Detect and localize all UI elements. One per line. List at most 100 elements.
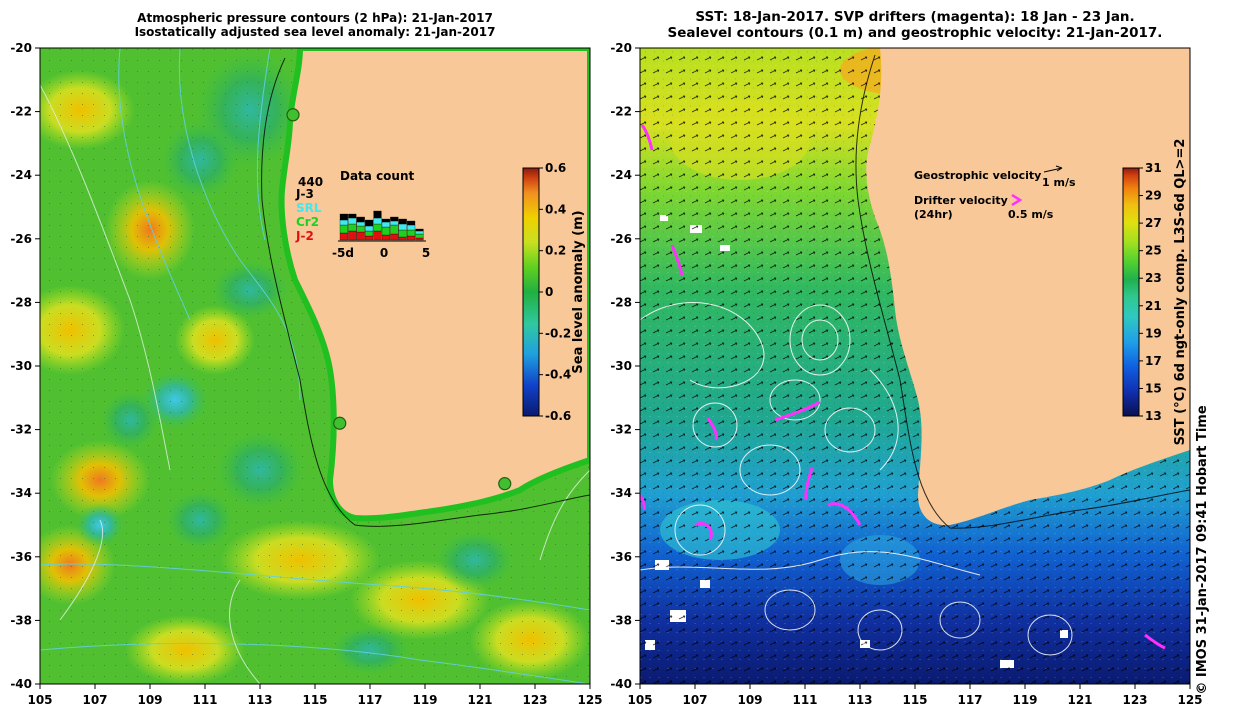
right-x-tick-label: 109 (737, 693, 762, 707)
right-colorbar: 31 29 27 25 23 21 19 17 15 13 SST (°C) 6d ngt-onl… (1122, 139, 1188, 446)
left-colorbar-tick-label: -0.4 (545, 368, 571, 382)
left-x-tick-label: 113 (247, 693, 272, 707)
right-colorbar-tick-label: 19 (1145, 326, 1162, 340)
left-y-tick-label: -26 (10, 232, 32, 246)
data-count-x-ticks: -5d 0 5 (332, 246, 430, 260)
data-count-bar-srl (348, 217, 357, 225)
right-title-line2: Sealevel contours (0.1 m) and geostrophi… (667, 24, 1163, 41)
left-y-tick-label: -24 (10, 168, 32, 182)
data-count-bar-j3 (407, 220, 416, 226)
data-count-bar-srl (381, 221, 390, 228)
left-colorbar-tick-label: -0.6 (545, 409, 571, 423)
left-x-tick-label: 125 (577, 693, 602, 707)
right-colorbar-tick-label: 27 (1145, 216, 1162, 230)
data-count-title: Data count (340, 169, 415, 183)
data-count-bar-j2 (373, 230, 382, 241)
left-x-tick-label: 119 (412, 693, 437, 707)
right-y-tick-label: -28 (610, 295, 632, 309)
data-count-bar-cr2 (398, 229, 407, 238)
right-y-tick-label: -30 (610, 359, 632, 373)
right-y-tick-label: -24 (610, 168, 632, 182)
data-count-total: 440 (298, 175, 323, 189)
left-y-tick-label: -20 (10, 41, 32, 55)
data-count-bar-j3 (390, 216, 399, 222)
right-title-line1: SST: 18-Jan-2017. SVP drifters (magenta)… (695, 9, 1135, 25)
data-count-bar-j2 (390, 233, 399, 241)
left-x-tick-label: 121 (467, 693, 492, 707)
data-count-bar-srl (398, 223, 407, 231)
data-count-bar-cr2 (365, 230, 374, 237)
right-y-tick-label: -22 (610, 105, 632, 119)
drifter-scale-label: 0.5 m/s (1008, 208, 1054, 221)
data-count-bar-j3 (356, 216, 365, 223)
data-count-bar-j2 (365, 235, 374, 241)
drifter-scale-arrow (1011, 193, 1023, 207)
right-x-tick-label: 113 (847, 693, 872, 707)
right-colorbar-tick-label: 13 (1145, 409, 1162, 423)
sst-map (640, 48, 1190, 684)
left-colorbar-tick-label: 0.4 (545, 202, 566, 216)
geostrophic-scale-label: 1 m/s (1042, 176, 1076, 189)
drifter-velocity-period: (24hr) (914, 208, 953, 221)
right-y-tick-label: -34 (610, 486, 632, 500)
data-count-bar-j3 (348, 213, 357, 219)
right-colorbar-tick-label: 21 (1145, 299, 1162, 313)
drifter-velocity-label: Drifter velocity (914, 194, 1008, 207)
right-colorbar-tick-label: 17 (1145, 354, 1162, 368)
left-y-tick-label: -28 (10, 295, 32, 309)
left-colorbar-tick-label: 0.2 (545, 244, 566, 258)
data-count-bar-j3 (339, 213, 348, 221)
data-count-bar-j2 (339, 232, 348, 241)
left-y-tick-label: -36 (10, 550, 32, 564)
bathymetry-contour (261, 57, 590, 527)
geostrophic-velocity-label: Geostrophic velocity (914, 169, 1041, 182)
left-colorbar-tick-label: -0.2 (545, 326, 571, 340)
left-y-tick-label: -30 (10, 359, 32, 373)
left-y-tick-label: -38 (10, 613, 32, 627)
left-title-line1: Atmospheric pressure contours (2 hPa): 2… (137, 11, 493, 25)
right-colorbar-tick-label: 23 (1145, 271, 1162, 285)
data-count-bar-srl (407, 224, 416, 231)
data-count-bar-cr2 (390, 224, 399, 235)
data-count-bar-j2 (398, 236, 407, 241)
right-colorbar-ramp (1122, 167, 1140, 417)
right-y-tick-label: -20 (610, 41, 632, 55)
right-x-tick-label: 115 (902, 693, 927, 707)
data-count-x-tick-label: 5 (422, 246, 430, 260)
data-count-legend-j-3: J-3 (295, 187, 314, 201)
velocity-legend: Geostrophic velocity 1 m/s Drifter veloc… (914, 165, 1076, 221)
data-count-bar-j3 (373, 210, 382, 219)
left-x-tick-label: 111 (192, 693, 217, 707)
left-colorbar-tick-label: 0.6 (545, 161, 566, 175)
right-x-tick-label: 117 (957, 693, 982, 707)
left-title-line2: Isostatically adjusted sea level anomaly… (134, 24, 496, 39)
white-contours (40, 84, 590, 684)
right-y-tick-label: -26 (610, 232, 632, 246)
station-marker (498, 477, 512, 491)
data-count-x-tick-label: 0 (380, 246, 388, 260)
australia-landmass-sst (866, 48, 1190, 526)
data-count-bar-cr2 (415, 233, 424, 239)
data-count-legend-srl: SRL (296, 201, 322, 215)
left-x-tick-label: 123 (522, 693, 547, 707)
right-y-tick-label: -36 (610, 550, 632, 564)
data-count-x-tick-label: -5d (332, 246, 354, 260)
right-x-tick-label: 119 (1012, 693, 1037, 707)
data-count-bar-srl (365, 225, 374, 232)
data-count-bars (339, 210, 424, 241)
data-count-bar-j2 (381, 234, 390, 241)
data-count-bar-cr2 (381, 226, 390, 236)
left-map-axes: 105 107 109 111 113 115 117 119 121 123 125 -20 -22 -… (10, 41, 602, 707)
right-map-axes: 105 107 109 111 113 115 117 119 121 123 125 -20 -22 -… (610, 41, 1202, 707)
right-y-tick-label: -38 (610, 613, 632, 627)
data-count-bar-srl (356, 221, 365, 227)
tide-gauge-stations (286, 108, 512, 491)
left-colorbar-ramp (522, 167, 540, 417)
data-count-bar-j3 (415, 228, 424, 232)
right-colorbar-ticks: 31 29 27 25 23 21 19 17 15 13 (1139, 161, 1162, 423)
copyright-notice: © IMOS 31-Jan-2017 09:41 Hobart Time (1195, 405, 1210, 695)
data-count-bar-cr2 (339, 224, 348, 234)
right-colorbar-label: SST (°C) 6d ngt-only comp. L3S-6d QL>=2 (1173, 139, 1188, 446)
